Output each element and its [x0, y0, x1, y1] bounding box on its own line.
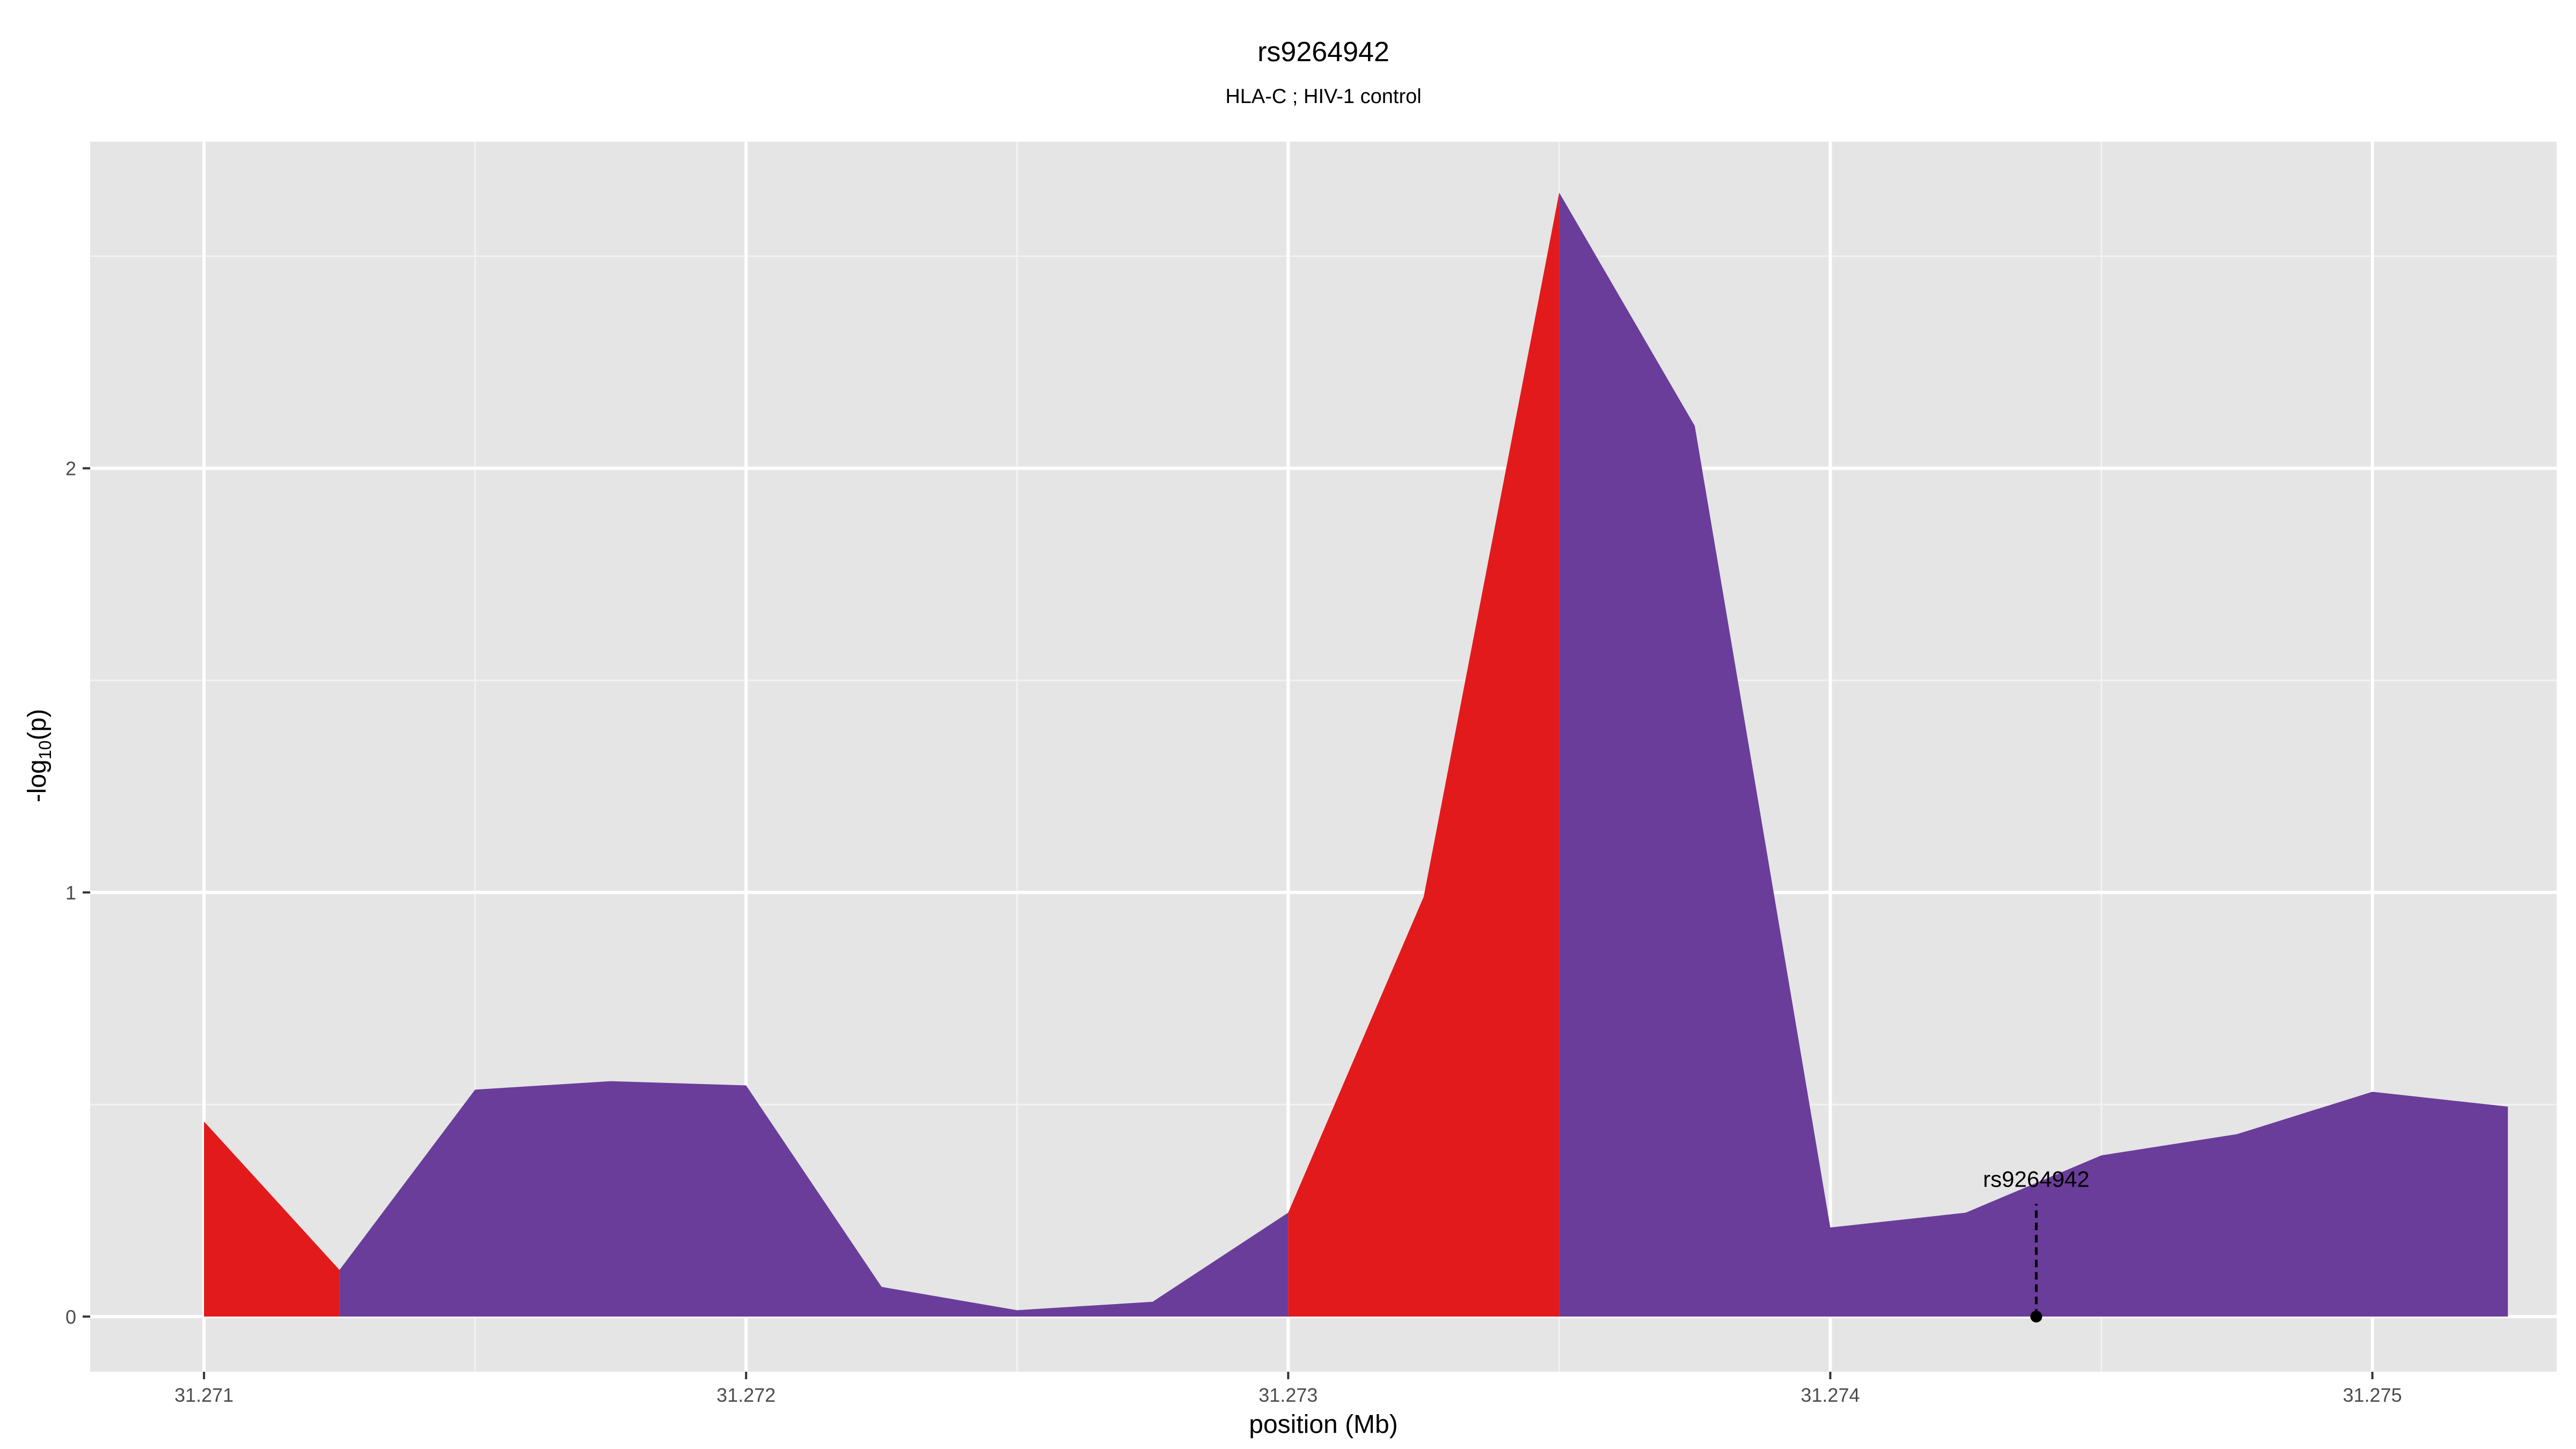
x-axis: 31.271 31.272 31.273 31.274 31.275: [174, 1372, 2402, 1406]
x-tick-label: 31.271: [174, 1384, 233, 1406]
snp-label: rs9264942: [1983, 1166, 2090, 1191]
major-grid: [90, 142, 2557, 1372]
y-axis-title-end: (p): [23, 709, 52, 741]
y-axis-title-subscript: 10: [35, 741, 55, 760]
x-axis-title: position (Mb): [1249, 1410, 1397, 1439]
y-tick-label: 2: [65, 458, 76, 480]
x-tick-label: 31.274: [1801, 1384, 1860, 1406]
area-segment-1: [204, 1121, 340, 1317]
y-tick-label: 0: [65, 1306, 76, 1328]
snp-marker-point: [2030, 1311, 2043, 1323]
y-axis-title: -log10(p): [23, 709, 55, 802]
y-axis: 0 1 2: [65, 458, 90, 1328]
chart-subtitle: HLA-C ; HIV-1 control: [1225, 85, 1421, 108]
x-tick-label: 31.273: [1258, 1384, 1318, 1406]
x-tick-label: 31.275: [2343, 1384, 2402, 1406]
y-tick-label: 1: [65, 882, 76, 904]
y-axis-title-main: -log: [23, 759, 52, 802]
annotations: rs9264942: [1983, 1166, 2090, 1323]
area-series: [204, 192, 2508, 1317]
x-tick-label: 31.272: [716, 1384, 775, 1406]
area-segment-4: [1559, 192, 2508, 1317]
area-segment-3: [1288, 192, 1560, 1317]
chart-title: rs9264942: [1257, 36, 1389, 68]
area-segment-2: [339, 1081, 1289, 1317]
